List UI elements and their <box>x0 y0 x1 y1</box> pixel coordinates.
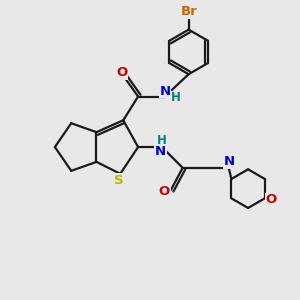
Text: O: O <box>116 66 128 79</box>
Text: O: O <box>159 185 170 198</box>
Text: H: H <box>157 134 167 147</box>
Text: H: H <box>171 92 181 104</box>
Text: O: O <box>266 193 277 206</box>
Text: N: N <box>155 145 166 158</box>
Text: N: N <box>159 85 170 98</box>
Text: N: N <box>224 155 235 168</box>
Text: S: S <box>114 174 124 187</box>
Text: Br: Br <box>180 5 197 18</box>
